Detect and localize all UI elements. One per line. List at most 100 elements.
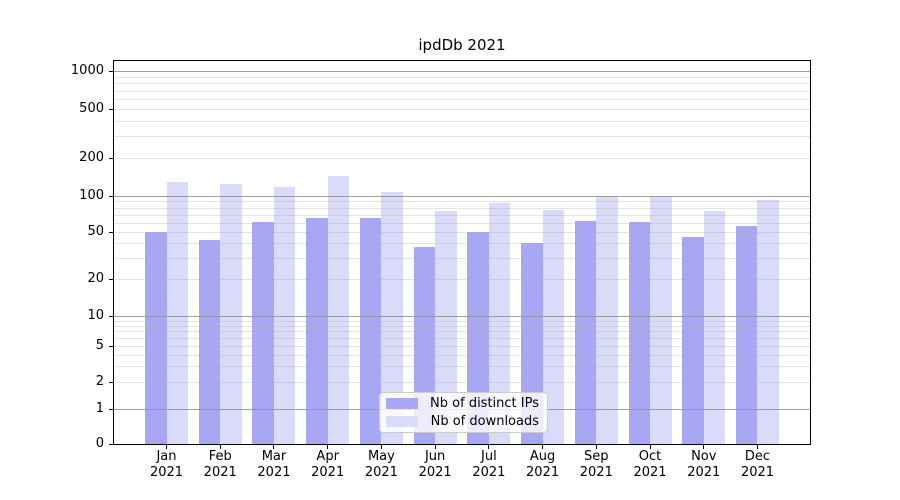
y-tick-label-500: 500 <box>79 101 104 116</box>
x-tick-label-line: Aug <box>529 449 556 464</box>
gridline-3 <box>114 366 810 367</box>
plot-area <box>113 60 811 445</box>
gridline-2 <box>114 382 810 383</box>
x-tick-label-line: Apr <box>316 449 339 464</box>
gridline-7 <box>114 331 810 332</box>
bar-distinct-ips-jan-2021 <box>145 232 167 444</box>
x-tick-mark-nov-2021 <box>703 445 705 449</box>
x-tick-label-line: 2021 <box>740 465 775 480</box>
y-tick-label-1000: 1000 <box>70 63 104 78</box>
chart-title: ipdDb 2021 <box>418 36 506 54</box>
x-tick-mark-aug-2021 <box>542 445 544 449</box>
x-tick-label-may-2021: May 2021 <box>349 449 413 481</box>
x-tick-mark-oct-2021 <box>649 445 651 449</box>
legend: Nb of distinct IPs Nb of downloads <box>379 392 548 433</box>
bar-downloads-dec-2021 <box>757 199 779 444</box>
bar-distinct-ips-may-2021 <box>359 218 382 444</box>
y-tick-label-20: 20 <box>87 271 104 286</box>
bar-downloads-feb-2021 <box>220 183 242 444</box>
bar-downloads-apr-2021 <box>327 175 350 444</box>
legend-swatch-downloads <box>386 416 418 427</box>
x-tick-label-line: Sep <box>584 449 609 464</box>
gridline-100 <box>114 196 810 197</box>
x-tick-label-line: Oct <box>638 449 662 464</box>
gridline-600 <box>114 99 810 100</box>
x-tick-label-line: Feb <box>208 449 232 464</box>
x-tick-label-line: Jul <box>481 449 497 464</box>
y-tick-mark-100 <box>109 196 113 197</box>
x-tick-label-line: 2021 <box>149 465 184 480</box>
bar-distinct-ips-nov-2021 <box>682 237 704 444</box>
x-tick-label-line: 2021 <box>579 465 613 480</box>
gridline-800 <box>114 83 810 84</box>
x-tick-label-line: 2021 <box>257 465 291 480</box>
bar-downloads-jan-2021 <box>166 181 188 444</box>
x-tick-label-line: Jun <box>424 449 446 464</box>
x-tick-label-apr-2021: Apr 2021 <box>296 449 360 481</box>
x-tick-label-line: 2021 <box>633 465 667 480</box>
grid-layer <box>114 61 810 444</box>
y-tick-mark-0 <box>109 444 113 445</box>
y-tick-label-10: 10 <box>87 308 104 323</box>
gridline-6 <box>114 338 810 339</box>
x-tick-mark-jun-2021 <box>434 445 436 449</box>
y-tick-label-5: 5 <box>95 338 104 353</box>
bar-downloads-sep-2021 <box>596 196 618 444</box>
gridline-40 <box>114 243 810 244</box>
y-tick-mark-5 <box>109 346 113 347</box>
bar-downloads-jun-2021 <box>435 210 457 444</box>
legend-label-downloads: Nb of downloads <box>430 414 539 429</box>
gridline-50 <box>114 232 810 233</box>
y-tick-mark-10 <box>109 316 113 317</box>
y-tick-label-50: 50 <box>87 224 104 239</box>
bar-downloads-nov-2021 <box>703 210 726 444</box>
bar-downloads-mar-2021 <box>273 186 296 444</box>
x-tick-mark-mar-2021 <box>273 445 275 449</box>
x-tick-label-oct-2021: Oct 2021 <box>618 449 682 481</box>
x-tick-label-nov-2021: Nov 2021 <box>672 449 736 481</box>
gridline-80 <box>114 208 810 209</box>
bar-distinct-ips-jul-2021 <box>467 232 489 444</box>
x-tick-mark-feb-2021 <box>219 445 221 449</box>
legend-row-downloads: Nb of downloads <box>386 414 539 429</box>
x-tick-label-aug-2021: Aug 2021 <box>511 449 575 481</box>
y-tick-mark-2 <box>109 382 113 383</box>
x-tick-mark-may-2021 <box>380 445 382 449</box>
bar-downloads-aug-2021 <box>542 209 565 444</box>
bar-distinct-ips-sep-2021 <box>574 220 597 444</box>
x-tick-label-jul-2021: Jul 2021 <box>457 449 521 481</box>
legend-row-distinct-ips: Nb of distinct IPs <box>386 396 539 411</box>
gridline-400 <box>114 121 810 122</box>
x-tick-label-line: 2021 <box>364 465 398 480</box>
bar-distinct-ips-mar-2021 <box>252 221 274 444</box>
bars-layer <box>114 61 810 444</box>
bar-downloads-oct-2021 <box>650 196 672 444</box>
gridline-900 <box>114 77 810 78</box>
y-tick-label-200: 200 <box>79 150 104 165</box>
gridline-20 <box>114 279 810 280</box>
y-tick-mark-200 <box>109 158 113 159</box>
x-tick-mark-apr-2021 <box>327 445 329 449</box>
bar-distinct-ips-dec-2021 <box>735 226 758 444</box>
gridline-300 <box>114 136 810 137</box>
gridline-90 <box>114 201 810 202</box>
legend-swatch-distinct-ips <box>386 398 418 409</box>
x-tick-label-line: Nov <box>691 449 717 464</box>
x-tick-label-line: May <box>367 449 395 464</box>
x-tick-label-line: Dec <box>744 449 771 464</box>
y-tick-mark-20 <box>109 279 113 280</box>
gridline-500 <box>114 109 810 110</box>
gridline-4 <box>114 355 810 356</box>
x-tick-label-line: Jan <box>156 449 177 464</box>
x-tick-label-jun-2021: Jun 2021 <box>403 449 467 481</box>
y-tick-mark-1 <box>109 409 113 410</box>
x-tick-label-line: 2021 <box>687 465 721 480</box>
x-tick-mark-sep-2021 <box>595 445 597 449</box>
gridline-10 <box>114 316 810 317</box>
gridline-60 <box>114 223 810 224</box>
y-tick-label-100: 100 <box>79 188 104 203</box>
gridline-8 <box>114 326 810 327</box>
gridline-70 <box>114 215 810 216</box>
gridline-9 <box>114 321 810 322</box>
